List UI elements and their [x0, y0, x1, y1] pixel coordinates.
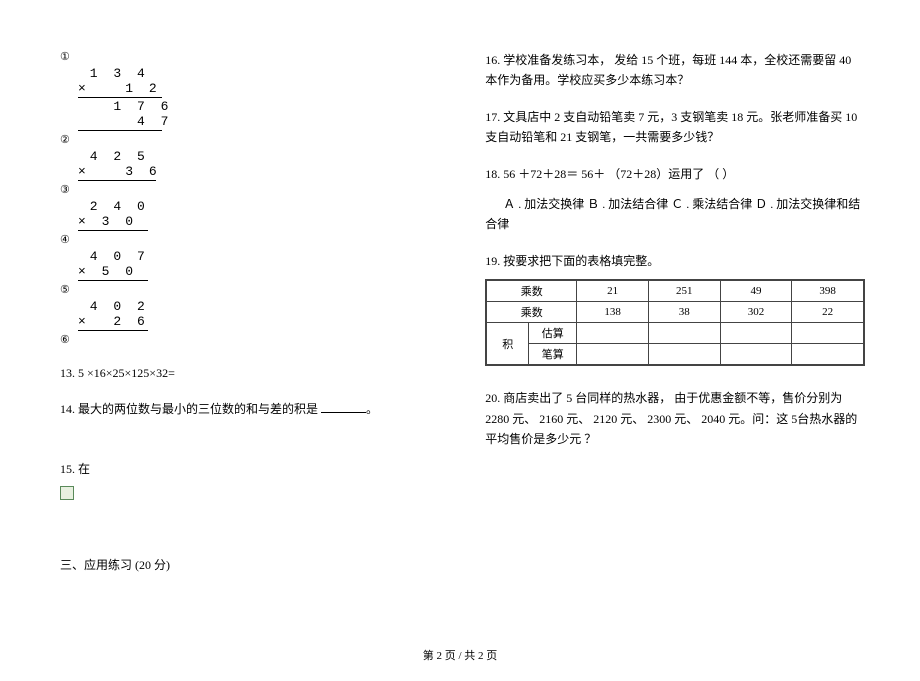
- answer-box[interactable]: [60, 486, 74, 500]
- cell-value: 49: [720, 281, 792, 302]
- cell-value: 251: [648, 281, 720, 302]
- rule-line: [78, 97, 162, 98]
- marker-4: ④: [60, 233, 420, 246]
- rule-line: [78, 280, 148, 281]
- multiplier: × 3 6: [78, 164, 156, 179]
- q14-period: 。: [366, 402, 378, 416]
- multiplicand: 4 0 7: [78, 249, 148, 264]
- cell-label: 乘数: [487, 281, 577, 302]
- mult-problem-1: 1 3 4 × 1 2 1 7 6 4 7: [78, 66, 162, 131]
- q19-table: 乘数 21 251 49 398 乘数 138 38 302 22 积 估算: [485, 279, 865, 366]
- question-16: 16. 学校准备发练习本， 发给 15 个班，每班 144 本，全校还需要留 4…: [485, 50, 865, 91]
- question-18-options: Ａ . 加法交换律 Ｂ . 加法结合律 Ｃ . 乘法结合律 Ｄ . 加法交换律和…: [485, 194, 865, 235]
- cell-value: 21: [577, 281, 649, 302]
- multiplier: × 3 0: [78, 214, 148, 229]
- cell-empty[interactable]: [648, 344, 720, 365]
- cell-empty[interactable]: [720, 323, 792, 344]
- q14-text: 14. 最大的两位数与最小的三位数的和与差的积是: [60, 402, 321, 416]
- marker-6: ⑥: [60, 333, 420, 346]
- table-row: 积 估算: [487, 323, 864, 344]
- marker-2: ②: [60, 133, 420, 146]
- cell-value: 302: [720, 302, 792, 323]
- cell-label: 积: [487, 323, 529, 365]
- cell-empty[interactable]: [577, 323, 649, 344]
- multiplier: × 1 2: [78, 81, 162, 96]
- rule-line: [78, 180, 156, 181]
- cell-value: 22: [792, 302, 864, 323]
- partial-1: 1 7 6: [78, 99, 162, 114]
- cell-empty[interactable]: [648, 323, 720, 344]
- cell-empty[interactable]: [577, 344, 649, 365]
- multiplicand: 1 3 4: [78, 66, 162, 81]
- table-row: 笔算: [487, 344, 864, 365]
- cell-empty[interactable]: [720, 344, 792, 365]
- cell-empty[interactable]: [792, 344, 864, 365]
- mult-problem-5: 4 0 2 × 2 6: [78, 299, 148, 331]
- fill-blank[interactable]: [321, 412, 366, 413]
- multiplicand: 4 0 2: [78, 299, 148, 314]
- marker-3: ③: [60, 183, 420, 196]
- rule-line: [78, 230, 148, 231]
- rule-line: [78, 330, 148, 331]
- cell-value: 38: [648, 302, 720, 323]
- section-3-title: 三、应用练习 (20 分): [60, 556, 420, 574]
- multiplier: × 2 6: [78, 314, 148, 329]
- mult-problem-4: 4 0 7 × 5 0: [78, 249, 148, 281]
- cell-value: 138: [577, 302, 649, 323]
- marker-5: ⑤: [60, 283, 420, 296]
- multiplicand: 2 4 0: [78, 199, 148, 214]
- rule-line: [78, 130, 162, 131]
- page-footer: 第 2 页 / 共 2 页: [0, 647, 920, 663]
- multiplier: × 5 0: [78, 264, 148, 279]
- table-row: 乘数 138 38 302 22: [487, 302, 864, 323]
- mult-problem-2: 4 2 5 × 3 6: [78, 149, 156, 181]
- cell-sublabel: 估算: [529, 323, 577, 344]
- question-13: 13. 5 ×16×25×125×32=: [60, 364, 420, 382]
- mult-problem-3: 2 4 0 × 3 0: [78, 199, 148, 231]
- cell-sublabel: 笔算: [529, 344, 577, 365]
- table-row: 乘数 21 251 49 398: [487, 281, 864, 302]
- question-14: 14. 最大的两位数与最小的三位数的和与差的积是 。: [60, 400, 420, 418]
- multiplicand: 4 2 5: [78, 149, 156, 164]
- cell-label: 乘数: [487, 302, 577, 323]
- question-20: 20. 商店卖出了 5 台同样的热水器， 由于优惠金额不等，售价分别为 2280…: [485, 388, 865, 449]
- question-17: 17. 文具店中 2 支自动铅笔卖 7 元，3 支钢笔卖 18 元。张老师准备买…: [485, 107, 865, 148]
- marker-1: ①: [60, 50, 420, 63]
- question-19: 19. 按要求把下面的表格填完整。: [485, 251, 865, 271]
- cell-empty[interactable]: [792, 323, 864, 344]
- partial-2: 4 7: [78, 114, 162, 129]
- cell-value: 398: [792, 281, 864, 302]
- question-15: 15. 在: [60, 460, 420, 478]
- question-18: 18. 56 ＋72＋28＝ 56＋ （72＋28）运用了 （ ）: [485, 164, 865, 184]
